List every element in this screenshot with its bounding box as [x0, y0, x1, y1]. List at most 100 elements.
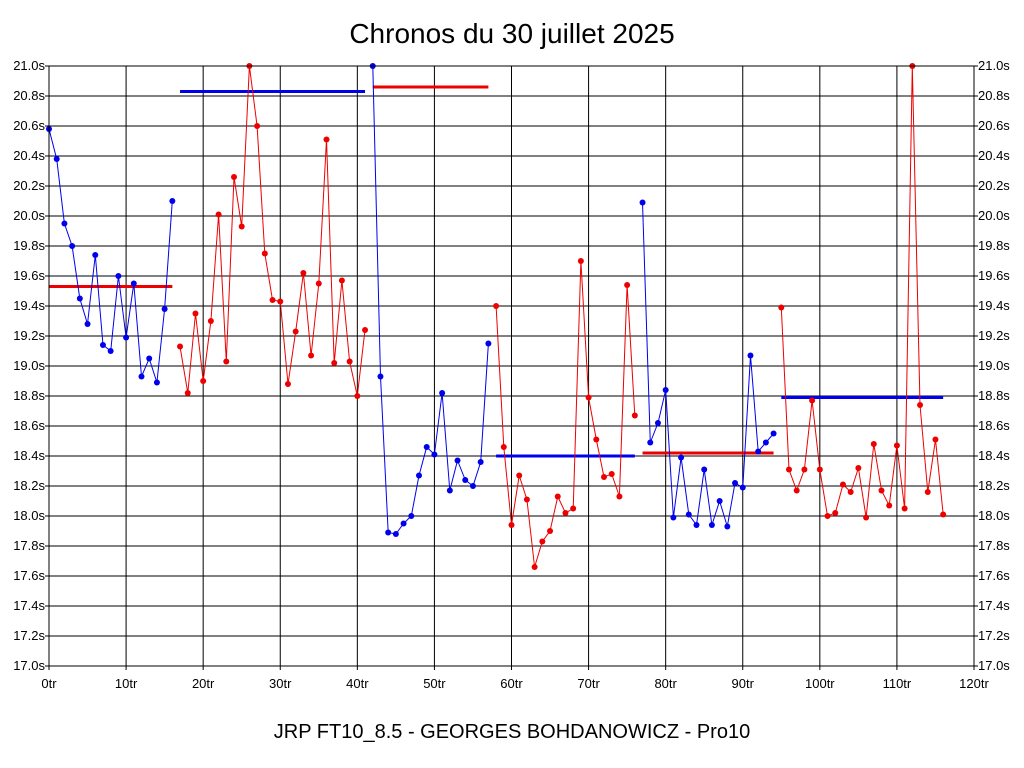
lap-point-blue: [146, 355, 153, 362]
lap-point-red: [608, 471, 615, 477]
y-tick-label-left: 17.2s: [13, 628, 45, 643]
lap-point-blue: [762, 439, 769, 446]
lap-point-blue: [138, 373, 145, 380]
lap-point-red: [793, 487, 800, 494]
lap-point-red: [200, 378, 207, 384]
y-tick-label-left: 18.4s: [13, 448, 45, 463]
lap-point-red: [786, 466, 792, 473]
lap-point-red: [624, 282, 631, 288]
lap-point-red: [601, 474, 607, 480]
lap-point-red: [308, 352, 315, 359]
y-tick-label-right: 19.2s: [978, 328, 1010, 343]
lap-point-blue: [385, 529, 392, 536]
grid-layer: [48, 65, 975, 667]
lap-point-red: [585, 394, 592, 401]
lap-point-red: [254, 123, 261, 129]
mean-lines-layer: [49, 85, 944, 458]
y-tick-label-right: 19.4s: [978, 298, 1010, 313]
x-tick-label: 80tr: [654, 676, 677, 691]
lap-point-red: [331, 360, 338, 366]
y-tick-label-right: 18.2s: [978, 478, 1010, 493]
y-tick-label-left: 20.6s: [13, 118, 45, 133]
y-tick-label-left: 17.6s: [13, 568, 45, 583]
lap-point-red: [932, 436, 939, 443]
lap-point-blue: [431, 451, 438, 458]
lap-point-red: [593, 436, 600, 443]
lap-point-blue: [454, 457, 461, 464]
y-tick-label-left: 20.0s: [13, 208, 45, 223]
y-tick-label-right: 20.2s: [978, 178, 1010, 193]
lap-point-red: [940, 511, 947, 518]
stint-series-4: [493, 258, 638, 570]
x-tick-label: 10tr: [115, 676, 138, 691]
lap-point-red: [177, 343, 184, 350]
lap-point-red: [315, 280, 322, 287]
lap-point-red: [277, 298, 284, 305]
lap-point-red: [346, 358, 353, 365]
stint-series-3: [369, 63, 492, 537]
lap-point-red: [215, 211, 222, 218]
lap-point-red: [192, 310, 199, 317]
lap-point-red: [924, 489, 931, 495]
lap-point-red: [516, 472, 523, 479]
x-tick-label: 120tr: [959, 676, 989, 691]
stint-line-red: [179, 65, 366, 397]
x-tick-label: 30tr: [269, 676, 292, 691]
y-tick-label-left: 19.4s: [13, 298, 45, 313]
y-tick-label-right: 20.6s: [978, 118, 1010, 133]
lap-point-red: [778, 304, 785, 311]
lap-point-red: [562, 510, 569, 516]
lap-point-red: [539, 538, 546, 545]
y-tick-label-right: 20.4s: [978, 148, 1010, 163]
x-tick-label: 40tr: [346, 676, 369, 691]
chart-title: Chronos du 30 juillet 2025: [349, 18, 675, 49]
lap-point-red: [223, 358, 230, 365]
y-tick-label-left: 18.0s: [13, 508, 45, 523]
lap-point-blue: [739, 484, 746, 491]
lap-point-blue: [439, 390, 446, 396]
lap-point-blue: [485, 340, 492, 347]
lap-point-blue: [69, 243, 76, 249]
lap-point-red: [261, 250, 268, 257]
lap-point-blue: [747, 352, 754, 359]
lap-point-red: [284, 381, 291, 387]
y-tick-label-left: 19.0s: [13, 358, 45, 373]
lap-point-blue: [462, 477, 469, 483]
lap-point-red: [878, 487, 885, 494]
lap-point-blue: [76, 295, 83, 302]
x-tick-label: 70tr: [577, 676, 600, 691]
lap-point-red: [493, 303, 500, 309]
y-tick-label-right: 21.0s: [978, 58, 1010, 73]
lap-point-red: [238, 223, 245, 230]
lap-point-red: [547, 528, 554, 534]
lap-point-red: [816, 466, 823, 473]
lap-point-blue: [477, 459, 484, 465]
y-tick-label-left: 19.8s: [13, 238, 45, 253]
lap-point-blue: [662, 387, 669, 393]
y-tick-label-left: 20.8s: [13, 88, 45, 103]
lap-point-blue: [716, 498, 723, 504]
y-tick-label-right: 19.8s: [978, 238, 1010, 253]
stint-line-red: [495, 260, 636, 568]
lap-point-red: [917, 402, 924, 408]
y-tick-label-left: 17.0s: [13, 658, 45, 673]
lap-point-red: [886, 502, 893, 509]
y-tick-label-right: 17.0s: [978, 658, 1010, 673]
lap-point-red: [292, 328, 299, 335]
series-layer: [46, 63, 947, 570]
lap-point-red: [893, 442, 900, 449]
lap-point-red: [616, 493, 623, 500]
lap-point-blue: [647, 439, 654, 446]
lap-point-blue: [84, 321, 91, 327]
lap-point-blue: [153, 379, 160, 386]
lap-point-red: [207, 318, 214, 324]
lap-point-blue: [53, 156, 60, 162]
axis-labels-layer: 17.0s 17.0s 17.2s 17.2s 17.4s 17.4s 17.6s 17.6s…: [13, 58, 1010, 691]
lap-point-red: [631, 412, 638, 419]
lap-point-blue: [693, 522, 700, 528]
y-tick-label-right: 18.8s: [978, 388, 1010, 403]
x-tick-label: 50tr: [423, 676, 446, 691]
lap-point-blue: [446, 487, 453, 494]
x-tick-label: 20tr: [192, 676, 215, 691]
